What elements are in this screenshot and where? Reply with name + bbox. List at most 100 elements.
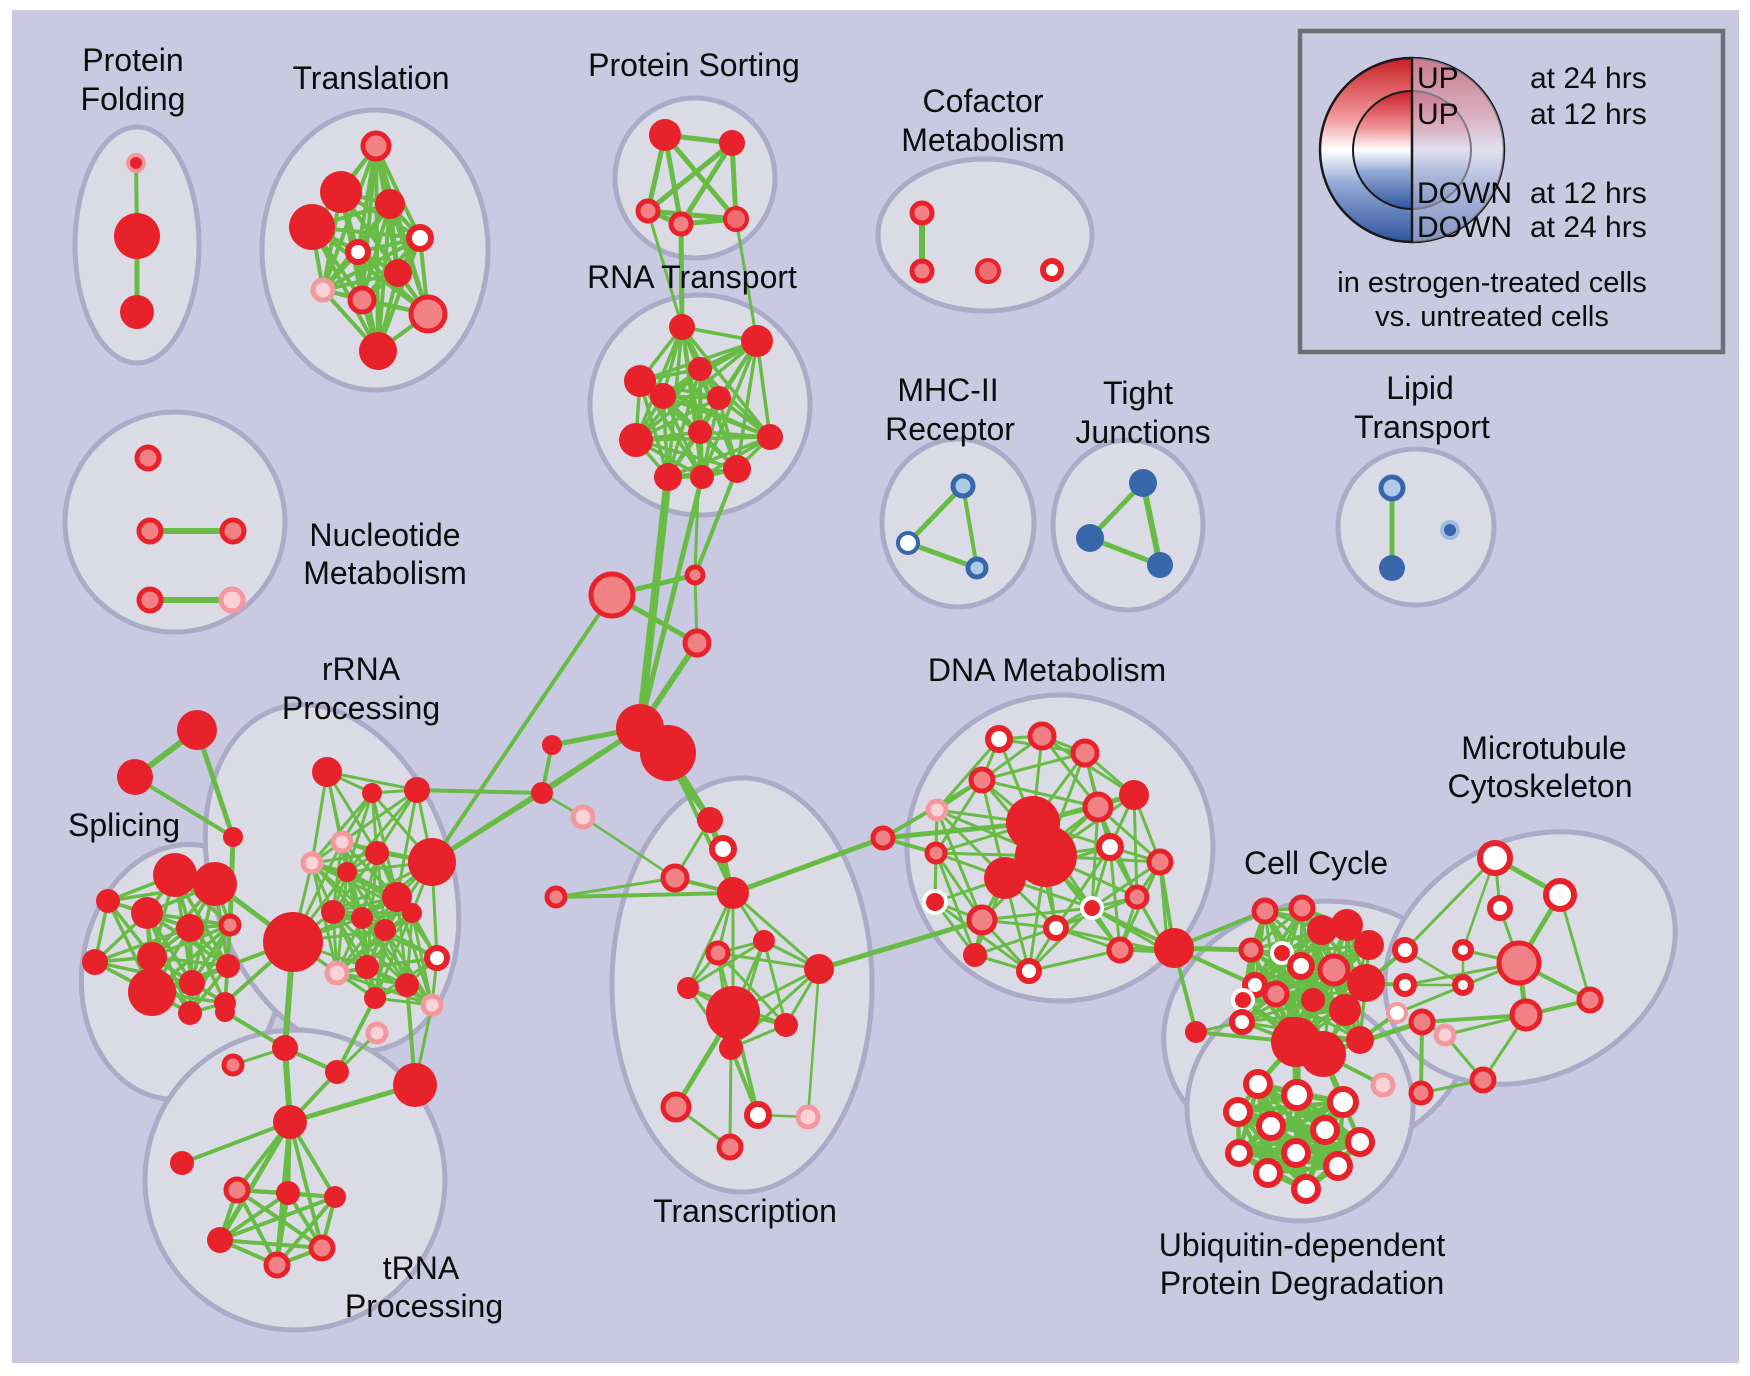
cluster-region-lipid-transport [1335,446,1497,608]
network-node-d7 [1119,780,1149,810]
network-node-n4 [136,586,164,614]
cluster-label: rRNA [322,651,401,687]
network-node-c15 [1329,994,1361,1026]
network-edge [555,891,734,899]
network-node-ol5 [570,804,596,830]
network-node-c8 [1287,952,1315,980]
network-node-rr10 [351,907,373,929]
network-edge [217,1120,293,1242]
network-node-s12 [178,1001,202,1025]
network-edge [698,367,772,439]
network-edge [646,141,734,213]
network-node-m7 [1509,998,1543,1032]
network-edge [732,835,884,896]
network-node-u11 [1253,1158,1283,1188]
network-node-s11 [216,954,240,978]
network-edge [275,1195,337,1267]
network-node-c1 [1251,897,1279,925]
network-node-ol3 [531,782,553,804]
network-node-tn0 [170,1151,194,1175]
network-edge [907,540,978,571]
network-node-H2 [640,725,696,781]
network-node-mh1 [950,473,976,499]
network-node-c18 [1346,1026,1374,1054]
cluster-region-nucleotide-metabolism [62,409,288,635]
network-node-t1 [360,130,392,162]
network-node-t8 [310,277,336,303]
legend-row-time-3: at 24 hrs [1530,211,1647,244]
network-node-s7 [137,942,167,972]
network-node-d17 [1106,936,1134,964]
network-edge [341,788,418,844]
network-edge [646,210,684,328]
network-node-c5 [1354,930,1384,960]
network-node-rr14 [355,955,379,979]
cluster-label: RNA Transport [587,259,797,295]
network-node-tn2 [276,1181,300,1205]
network-node-c14 [1301,988,1325,1012]
network-node-m8 [1576,986,1604,1014]
cluster-label: Lipid [1386,370,1454,406]
cluster-region-cofactor-metabolism [875,156,1095,314]
cluster-label: Transcription [653,1193,837,1229]
network-node-ps4 [668,211,694,237]
network-node-rt8 [619,423,653,457]
network-node-u3 [1327,1086,1359,1118]
network-node-c11 [1242,972,1268,998]
network-node-ol1 [544,885,568,909]
network-edge [818,917,983,972]
network-node-rr8 [382,882,412,912]
legend-row-label-0: UP [1417,62,1459,95]
network-node-m4 [1452,939,1474,961]
network-node-dnl [870,825,896,851]
network-node-rrG [263,912,323,972]
network-edge [686,892,735,989]
cluster-label: Protein Degradation [1160,1265,1445,1301]
network-node-tnm3 [221,1053,245,1077]
network-node-tr3 [223,827,243,847]
cluster-label: Cell Cycle [1244,845,1388,881]
network-edge [981,906,1093,922]
network-node-rr6 [365,841,389,865]
network-edge [762,940,788,1026]
network-edge [732,891,820,971]
network-node-u1 [1243,1069,1273,1099]
network-edge [1108,846,1122,951]
network-node-lp3 [1440,520,1460,540]
network-node-t11 [359,332,397,370]
network-edge [667,435,771,479]
network-edge [647,208,737,222]
cluster-label: Folding [81,81,186,117]
network-node-c16 [1229,1009,1255,1035]
network-node-tc12 [744,1101,772,1129]
network-node-d13 [966,904,998,936]
network-edge [582,815,676,880]
network-node-cf3 [975,258,1001,284]
network-node-cr2 [1393,973,1417,997]
network-node-tn3 [324,1186,346,1208]
network-node-cr4 [1408,1008,1436,1036]
network-node-cch [1154,928,1194,968]
network-node-c2 [1288,894,1316,922]
network-node-m3 [1487,895,1513,921]
network-node-rr17 [364,987,386,1009]
network-node-tn1 [223,1176,251,1204]
network-node-m9 [1433,1023,1457,1047]
network-node-pf3 [120,295,154,329]
network-edge [728,1047,733,1148]
network-edge [716,951,788,1027]
network-edge [680,325,772,439]
network-edge [1241,1008,1346,1024]
network-node-u2 [1281,1079,1313,1111]
network-node-t9 [347,285,377,315]
network-node-t2 [320,171,362,213]
cluster-label: Tight [1103,375,1173,411]
network-node-tc4 [717,877,749,909]
network-edge [310,226,380,352]
network-node-c13 [1231,988,1255,1012]
network-node-tnm1 [215,1002,235,1022]
network-edge [94,926,191,964]
cluster-label: MHC-II [897,372,998,408]
network-node-tc2 [709,835,737,863]
network-node-ps2 [719,130,745,156]
